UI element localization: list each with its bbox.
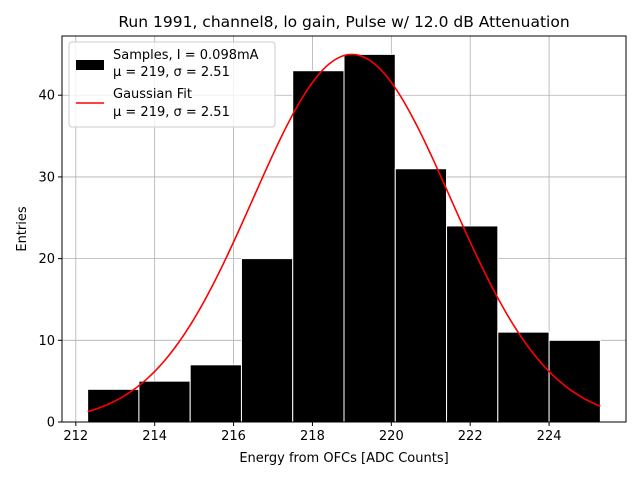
- x-tick-label: 214: [142, 429, 167, 444]
- histogram-bar: [138, 380, 191, 423]
- x-tick-label: 220: [379, 429, 404, 444]
- y-tick-label: 30: [38, 170, 55, 185]
- x-tick-label: 224: [537, 429, 562, 444]
- chart-title: Run 1991, channel8, lo gain, Pulse w/ 12…: [118, 13, 569, 31]
- histogram-bar: [497, 331, 550, 423]
- bars-layer: [87, 53, 601, 423]
- histogram-bar: [240, 258, 294, 423]
- histogram-bar: [189, 364, 242, 423]
- histogram-bar: [446, 225, 499, 423]
- y-axis-label: Entries: [15, 206, 30, 252]
- histogram-bar: [394, 168, 448, 423]
- fit-layer: [87, 53, 601, 413]
- legend: Samples, I = 0.098mA μ = 219, σ = 2.51 G…: [68, 41, 276, 128]
- legend-fit-stats: μ = 219, σ = 2.51: [113, 105, 230, 120]
- y-tick-label: 0: [47, 416, 55, 431]
- x-tick-label: 212: [63, 429, 88, 444]
- legend-samples-label: Samples, I = 0.098mA: [113, 48, 259, 63]
- histogram-bar: [343, 53, 396, 423]
- x-tick-label: 216: [221, 429, 246, 444]
- legend-samples-stats: μ = 219, σ = 2.51: [113, 65, 230, 80]
- histogram-bar: [87, 388, 140, 423]
- legend-fit-label: Gaussian Fit: [113, 87, 192, 102]
- legend-box: [68, 41, 276, 128]
- y-tick-label: 20: [38, 252, 55, 267]
- x-axis-label: Energy from OFCs [ADC Counts]: [239, 451, 448, 466]
- x-tick-label: 218: [300, 429, 325, 444]
- histogram-bar: [548, 339, 601, 423]
- histogram-bar: [292, 70, 345, 423]
- gaussian-fit-line: [87, 53, 601, 413]
- x-tick-label: 222: [458, 429, 483, 444]
- y-tick-label: 40: [38, 89, 55, 104]
- plot-frame: [61, 35, 627, 423]
- ticks-layer: 212 214 216 218 220 222 224 0 10 20 30 40: [38, 89, 561, 444]
- y-tick-label: 10: [38, 334, 55, 349]
- legend-samples-swatch: [76, 60, 104, 70]
